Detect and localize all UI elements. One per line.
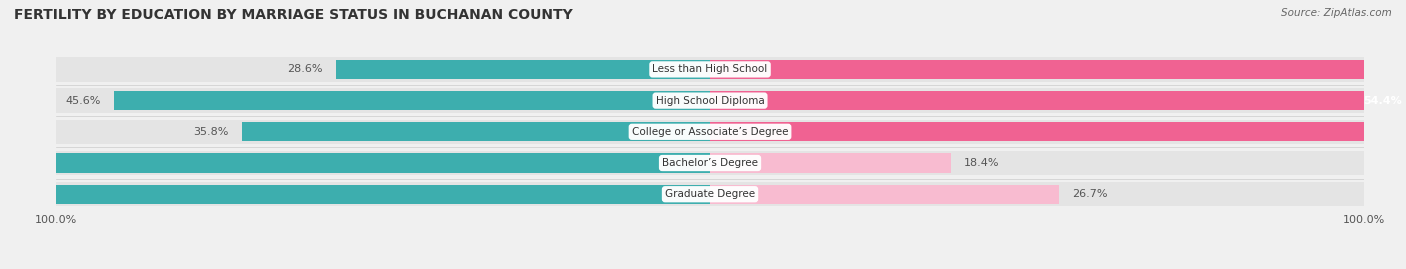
Text: FERTILITY BY EDUCATION BY MARRIAGE STATUS IN BUCHANAN COUNTY: FERTILITY BY EDUCATION BY MARRIAGE STATU… xyxy=(14,8,572,22)
Text: College or Associate’s Degree: College or Associate’s Degree xyxy=(631,127,789,137)
Text: Graduate Degree: Graduate Degree xyxy=(665,189,755,199)
Text: 18.4%: 18.4% xyxy=(963,158,1000,168)
Bar xyxy=(56,120,1364,144)
Bar xyxy=(56,151,1364,175)
Bar xyxy=(56,57,1364,82)
Bar xyxy=(56,182,1364,206)
Bar xyxy=(710,91,1406,110)
Text: 28.6%: 28.6% xyxy=(287,64,323,75)
Bar xyxy=(56,89,1364,113)
Text: 26.7%: 26.7% xyxy=(1073,189,1108,199)
Text: Bachelor’s Degree: Bachelor’s Degree xyxy=(662,158,758,168)
Bar xyxy=(710,153,950,173)
Bar xyxy=(0,153,710,173)
Bar xyxy=(114,91,710,110)
Bar xyxy=(710,122,1406,141)
Bar xyxy=(710,60,1406,79)
Text: 45.6%: 45.6% xyxy=(65,95,101,106)
Bar xyxy=(0,185,710,204)
Text: High School Diploma: High School Diploma xyxy=(655,95,765,106)
Text: 54.4%: 54.4% xyxy=(1362,95,1402,106)
Bar xyxy=(336,60,710,79)
Bar xyxy=(710,185,1059,204)
Bar xyxy=(242,122,710,141)
Text: 35.8%: 35.8% xyxy=(194,127,229,137)
Text: Source: ZipAtlas.com: Source: ZipAtlas.com xyxy=(1281,8,1392,18)
Text: Less than High School: Less than High School xyxy=(652,64,768,75)
